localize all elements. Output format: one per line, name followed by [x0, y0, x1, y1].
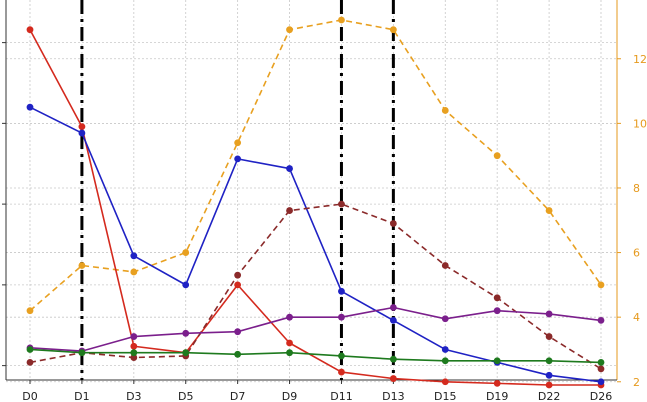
series-line-3	[29, 203, 602, 370]
data-point	[389, 355, 397, 363]
right-tick-label: 2	[633, 376, 640, 389]
series-line-2	[29, 106, 602, 383]
data-point	[130, 333, 138, 340]
data-point	[441, 262, 449, 269]
data-point	[234, 271, 242, 279]
data-point	[597, 316, 605, 324]
data-point	[78, 129, 86, 137]
data-point	[26, 358, 34, 366]
x-tick-label: D13	[382, 390, 404, 402]
data-point	[234, 155, 242, 163]
data-point	[597, 365, 605, 373]
tick-labels: D0 D1 D3 D5 D7 D9 D11 D13 D15 D19 D22 D26 2 4 6 8 10 12	[22, 53, 647, 402]
data-point	[130, 268, 138, 276]
x-tick-label: D7	[230, 390, 245, 402]
series-line-1	[29, 29, 601, 386]
data-point	[26, 26, 34, 34]
data-point	[130, 342, 138, 350]
data-point	[130, 252, 138, 260]
data-point	[493, 294, 501, 302]
data-point	[182, 349, 190, 357]
data-point	[338, 16, 345, 24]
axes	[2, 0, 621, 384]
data-point	[182, 329, 190, 337]
data-point	[286, 207, 293, 214]
data-point	[234, 281, 242, 289]
data-point	[389, 26, 397, 34]
data-point	[389, 316, 397, 324]
data-point	[286, 349, 293, 357]
data-point	[545, 381, 553, 389]
data-point	[441, 107, 449, 114]
x-tick-label: D11	[330, 390, 352, 402]
right-tick-label: 6	[633, 247, 640, 260]
data-point	[78, 262, 86, 269]
data-point	[338, 200, 345, 208]
data-point	[286, 165, 293, 172]
data-point	[338, 313, 345, 321]
x-tick-label: D1	[74, 390, 89, 402]
data-point	[597, 358, 605, 366]
data-point	[493, 379, 501, 387]
x-tick-label: D0	[22, 390, 37, 402]
data-point	[78, 123, 86, 130]
series-line-5	[29, 348, 602, 364]
data-point	[338, 352, 345, 360]
data-point	[493, 307, 501, 315]
data-point	[441, 378, 449, 386]
x-tick-label: D3	[126, 390, 141, 402]
data-point	[493, 357, 501, 365]
data-point	[545, 357, 553, 365]
data-point	[441, 315, 449, 323]
data-point	[338, 368, 345, 376]
data-point	[130, 349, 138, 357]
right-tick-label: 8	[633, 182, 640, 195]
data-point	[26, 307, 34, 315]
x-tick-label: D9	[282, 390, 297, 402]
data-point	[545, 207, 553, 214]
data-point	[234, 350, 242, 358]
series-line-4	[29, 306, 602, 352]
data-point	[26, 346, 34, 353]
data-point	[286, 313, 293, 321]
data-point	[182, 281, 190, 289]
data-point	[26, 103, 34, 111]
data-point	[597, 378, 605, 386]
data-point	[338, 287, 345, 295]
data-point	[78, 349, 86, 357]
data-point	[441, 357, 449, 365]
data-point	[234, 328, 242, 336]
data-point	[286, 339, 293, 347]
data-point	[130, 354, 138, 361]
x-tick-label: D26	[590, 390, 612, 402]
x-tick-label: D5	[178, 390, 193, 402]
data-point	[389, 220, 397, 227]
data-point	[389, 304, 397, 311]
x-tick-label: D15	[434, 390, 456, 402]
data-point	[234, 139, 242, 147]
right-tick-label: 4	[633, 311, 640, 324]
data-point	[286, 26, 293, 34]
right-tick-label: 12	[633, 53, 647, 66]
data-point	[182, 249, 190, 256]
data-point	[545, 310, 553, 318]
series-group	[26, 16, 605, 389]
x-tick-label: D19	[486, 390, 508, 402]
data-point	[597, 281, 605, 289]
data-point	[493, 152, 501, 160]
data-point	[441, 346, 449, 353]
series-line-0	[29, 19, 602, 312]
x-tick-label: D22	[538, 390, 560, 402]
data-point	[545, 333, 553, 340]
data-point	[389, 375, 397, 382]
right-tick-label: 10	[633, 117, 647, 130]
data-point	[545, 371, 553, 379]
